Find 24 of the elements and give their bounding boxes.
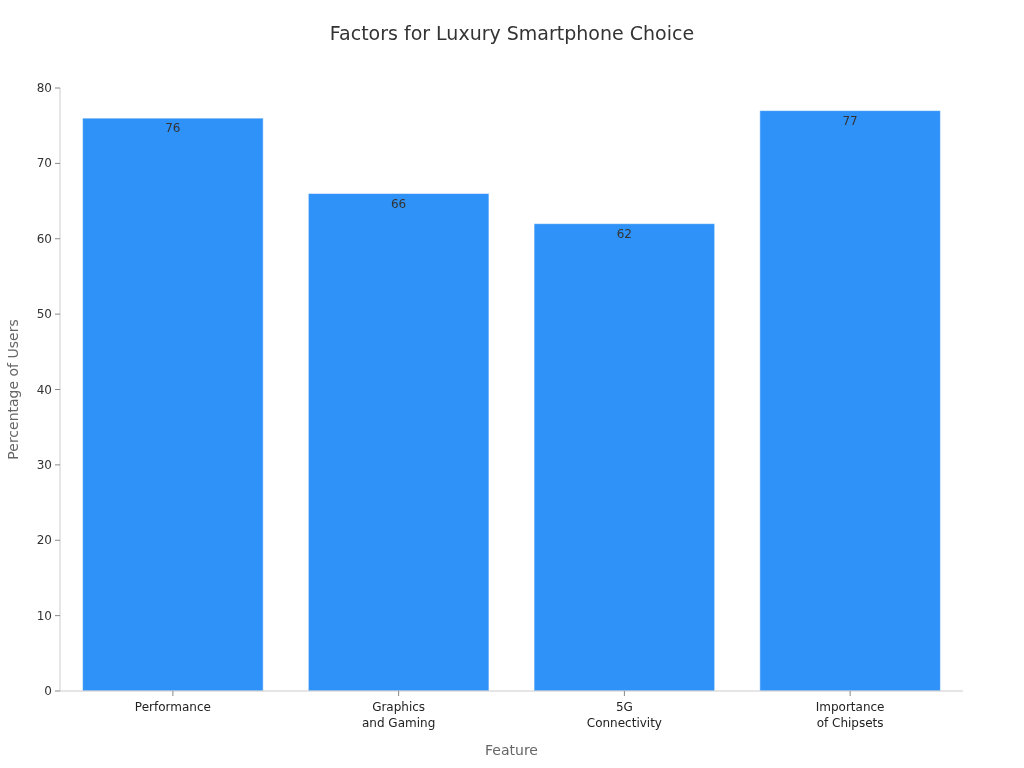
data-label: 77 — [842, 113, 858, 128]
y-tick-label: 0 — [44, 684, 52, 698]
data-label: 62 — [616, 226, 633, 241]
y-tick-label: 70 — [36, 156, 52, 171]
bar — [759, 110, 941, 692]
x-tick-label: 5G Connectivity — [586, 700, 662, 730]
y-tick-label: 80 — [36, 81, 52, 95]
bar — [82, 117, 264, 692]
y-tick-label: 40 — [36, 382, 52, 397]
x-tick-label: Importance of Chipsets — [815, 700, 885, 730]
chart-title: Factors for Luxury Smartphone Choice — [329, 22, 695, 44]
y-tick-label: 20 — [36, 533, 52, 548]
data-label: 66 — [390, 196, 407, 211]
x-axis-title: Feature — [485, 742, 538, 758]
y-tick-label: 60 — [36, 231, 52, 246]
y-axis-title: Percentage of Users — [5, 319, 21, 460]
bar — [307, 193, 490, 692]
bar — [533, 223, 716, 692]
y-tick-label: 10 — [36, 608, 52, 623]
y-tick-label: 50 — [36, 307, 52, 322]
y-tick-label: 30 — [36, 457, 52, 472]
data-label: 76 — [165, 121, 181, 136]
x-tick-label: Performance — [134, 700, 211, 714]
x-tick-label: Graphics and Gaming — [361, 700, 436, 730]
